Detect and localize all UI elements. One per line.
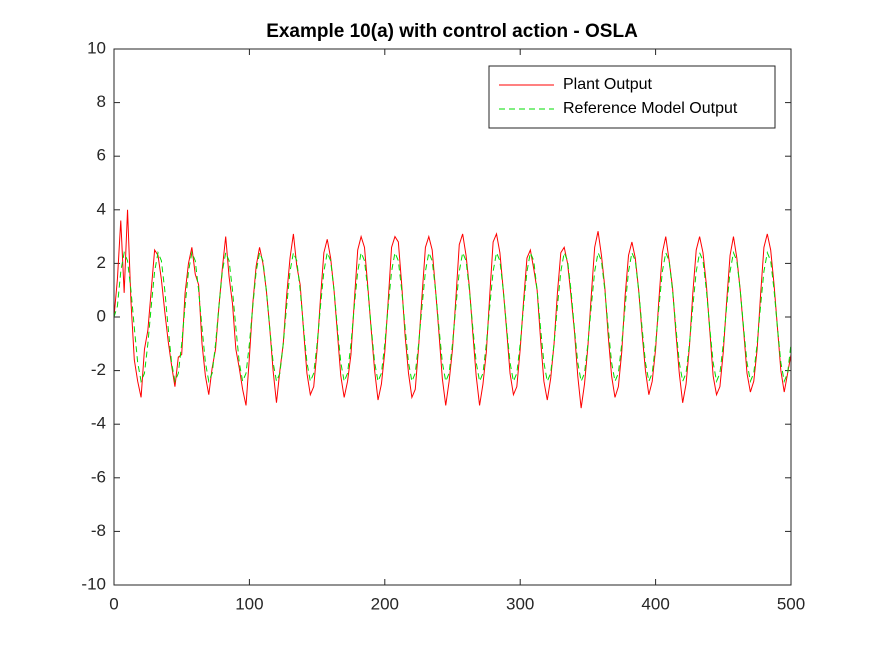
x-tick-label: 400 — [641, 594, 669, 613]
x-tick-label: 300 — [506, 594, 534, 613]
legend-box — [488, 65, 776, 129]
legend-label: Plant Output — [563, 76, 653, 93]
chart-title: Example 10(a) with control action - OSLA — [266, 21, 638, 42]
x-tick-label: 500 — [777, 594, 805, 613]
y-tick-label: 4 — [97, 199, 106, 218]
axes-box — [113, 48, 792, 586]
data-line — [114, 209, 791, 409]
y-tick-label: 8 — [97, 92, 106, 111]
y-tick-label: -2 — [91, 360, 106, 379]
y-tick-label: 2 — [97, 253, 106, 272]
y-tick-label: -6 — [91, 467, 106, 486]
x-tick-label: 200 — [371, 594, 399, 613]
legend-label: Reference Model Output — [563, 100, 738, 117]
y-tick-label: 6 — [97, 146, 106, 165]
y-tick-label: -8 — [91, 521, 106, 540]
y-tick-label: 0 — [97, 306, 106, 325]
y-tick-label: 10 — [87, 38, 106, 57]
y-tick-label: -10 — [81, 574, 106, 593]
y-tick-label: -4 — [91, 414, 106, 433]
x-tick-label: 100 — [235, 594, 263, 613]
x-tick-label: 0 — [109, 594, 118, 613]
